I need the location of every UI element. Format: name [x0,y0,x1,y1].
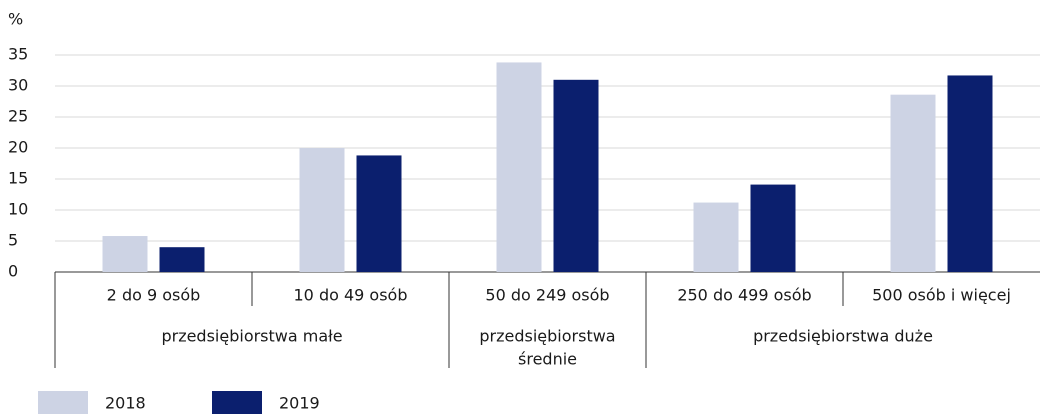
bar [750,184,796,272]
legend-label: 2018 [105,394,146,413]
bar [496,62,542,272]
y-tick-label: 10 [8,200,28,219]
group-label: średnie [518,350,577,369]
legend-swatch [212,391,262,414]
y-tick-label: 30 [8,76,28,95]
x-tick-label: 50 do 249 osób [485,286,609,305]
group-label: przedsiębiorstwa [479,327,615,346]
y-tick-label: 0 [8,262,18,281]
legend-label: 2019 [279,394,320,413]
y-axis-unit: % [8,10,23,29]
y-tick-label: 25 [8,107,28,126]
x-tick-label: 500 osób i więcej [872,286,1011,305]
x-tick-label: 250 do 499 osób [677,286,811,305]
group-label: przedsiębiorstwa duże [753,327,933,346]
legend-swatch [38,391,88,414]
bar [693,202,739,272]
y-tick-label: 15 [8,169,28,188]
y-tick-label: 5 [8,231,18,250]
y-tick-label: 35 [8,45,28,64]
bar [102,236,148,272]
y-tick-label: 20 [8,138,28,157]
bar [299,148,345,272]
bar [947,75,993,273]
group-label: przedsiębiorstwa małe [161,327,342,346]
bar [356,155,402,272]
bar [890,94,936,273]
x-tick-label: 10 do 49 osób [294,286,408,305]
bar [553,79,599,272]
bar [159,247,205,272]
x-tick-label: 2 do 9 osób [107,286,201,305]
